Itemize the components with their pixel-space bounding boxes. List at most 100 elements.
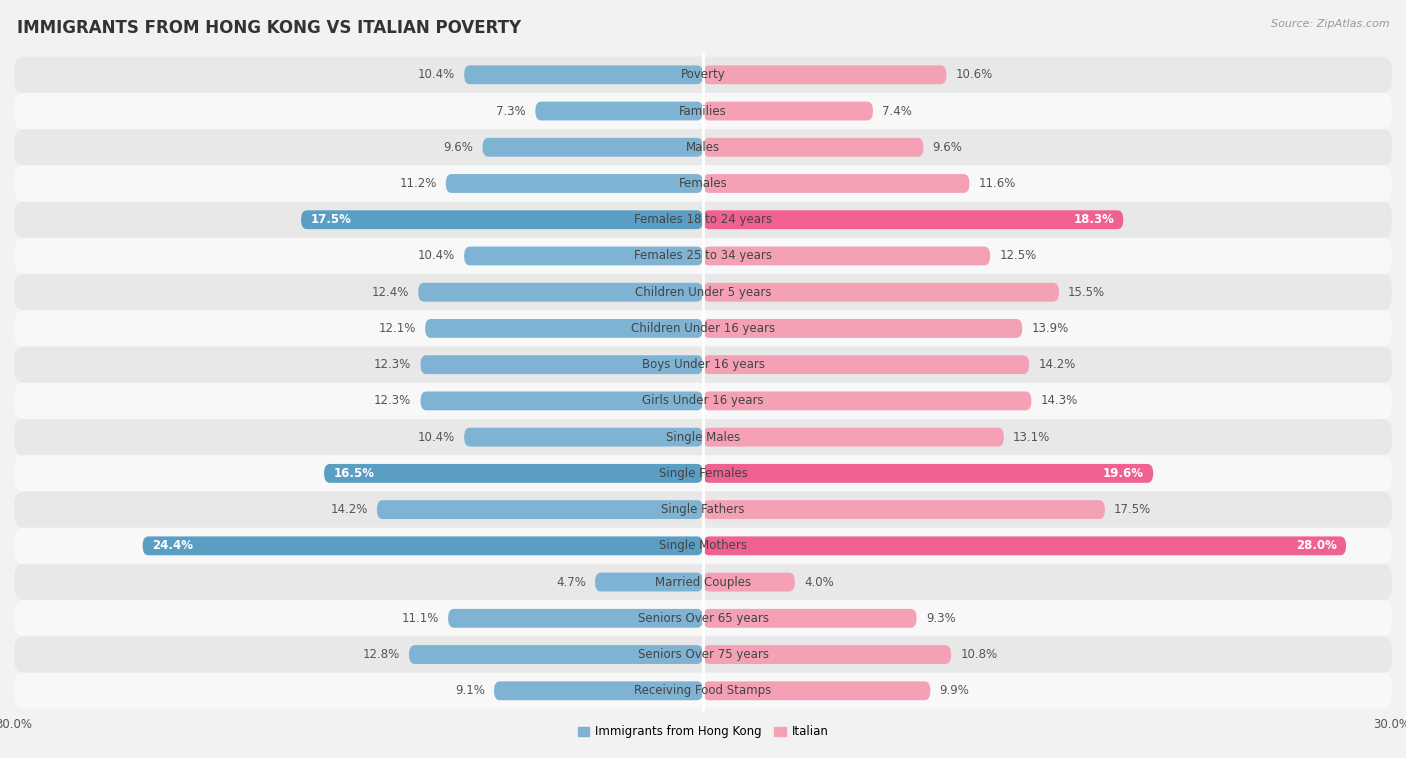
Text: Children Under 16 years: Children Under 16 years (631, 322, 775, 335)
FancyBboxPatch shape (14, 456, 1392, 491)
FancyBboxPatch shape (449, 609, 703, 628)
Text: 12.3%: 12.3% (374, 394, 412, 407)
Text: Receiving Food Stamps: Receiving Food Stamps (634, 684, 772, 697)
Text: 11.2%: 11.2% (399, 177, 437, 190)
Text: 12.1%: 12.1% (378, 322, 416, 335)
Text: 9.6%: 9.6% (443, 141, 474, 154)
Text: 12.3%: 12.3% (374, 359, 412, 371)
FancyBboxPatch shape (703, 572, 794, 591)
Text: Source: ZipAtlas.com: Source: ZipAtlas.com (1271, 19, 1389, 29)
Text: 10.4%: 10.4% (418, 249, 456, 262)
FancyBboxPatch shape (703, 174, 969, 193)
FancyBboxPatch shape (14, 202, 1392, 238)
FancyBboxPatch shape (703, 246, 990, 265)
Text: 9.9%: 9.9% (939, 684, 969, 697)
Text: 12.5%: 12.5% (1000, 249, 1036, 262)
Text: 4.7%: 4.7% (555, 575, 586, 588)
FancyBboxPatch shape (14, 129, 1392, 165)
FancyBboxPatch shape (703, 391, 1032, 410)
FancyBboxPatch shape (703, 283, 1059, 302)
Text: 10.8%: 10.8% (960, 648, 997, 661)
FancyBboxPatch shape (420, 356, 703, 374)
Text: Single Males: Single Males (666, 431, 740, 443)
Text: 13.1%: 13.1% (1012, 431, 1050, 443)
Text: 4.0%: 4.0% (804, 575, 834, 588)
Text: 14.3%: 14.3% (1040, 394, 1078, 407)
FancyBboxPatch shape (595, 572, 703, 591)
Text: Seniors Over 65 years: Seniors Over 65 years (637, 612, 769, 625)
Text: Males: Males (686, 141, 720, 154)
FancyBboxPatch shape (464, 246, 703, 265)
Text: 17.5%: 17.5% (311, 213, 352, 226)
FancyBboxPatch shape (703, 464, 1153, 483)
Text: 9.3%: 9.3% (925, 612, 956, 625)
Text: 14.2%: 14.2% (330, 503, 368, 516)
Text: 28.0%: 28.0% (1296, 540, 1337, 553)
FancyBboxPatch shape (14, 93, 1392, 129)
FancyBboxPatch shape (703, 537, 1346, 556)
FancyBboxPatch shape (14, 672, 1392, 709)
FancyBboxPatch shape (446, 174, 703, 193)
FancyBboxPatch shape (464, 65, 703, 84)
FancyBboxPatch shape (142, 537, 703, 556)
Text: Children Under 5 years: Children Under 5 years (634, 286, 772, 299)
FancyBboxPatch shape (14, 274, 1392, 310)
FancyBboxPatch shape (420, 391, 703, 410)
FancyBboxPatch shape (14, 600, 1392, 637)
Text: 15.5%: 15.5% (1069, 286, 1105, 299)
FancyBboxPatch shape (14, 165, 1392, 202)
FancyBboxPatch shape (14, 346, 1392, 383)
Text: 19.6%: 19.6% (1102, 467, 1144, 480)
Legend: Immigrants from Hong Kong, Italian: Immigrants from Hong Kong, Italian (572, 720, 834, 743)
FancyBboxPatch shape (409, 645, 703, 664)
Text: Married Couples: Married Couples (655, 575, 751, 588)
Text: Poverty: Poverty (681, 68, 725, 81)
FancyBboxPatch shape (14, 637, 1392, 672)
Text: 7.3%: 7.3% (496, 105, 526, 117)
FancyBboxPatch shape (14, 383, 1392, 419)
Text: Girls Under 16 years: Girls Under 16 years (643, 394, 763, 407)
FancyBboxPatch shape (494, 681, 703, 700)
Text: 10.6%: 10.6% (956, 68, 993, 81)
Text: 12.4%: 12.4% (371, 286, 409, 299)
Text: 10.4%: 10.4% (418, 431, 456, 443)
Text: 11.6%: 11.6% (979, 177, 1017, 190)
Text: 14.2%: 14.2% (1038, 359, 1076, 371)
FancyBboxPatch shape (703, 319, 1022, 338)
FancyBboxPatch shape (323, 464, 703, 483)
Text: 24.4%: 24.4% (152, 540, 193, 553)
FancyBboxPatch shape (703, 102, 873, 121)
FancyBboxPatch shape (14, 491, 1392, 528)
Text: Females 25 to 34 years: Females 25 to 34 years (634, 249, 772, 262)
Text: Boys Under 16 years: Boys Under 16 years (641, 359, 765, 371)
FancyBboxPatch shape (703, 500, 1105, 519)
FancyBboxPatch shape (14, 57, 1392, 93)
FancyBboxPatch shape (703, 609, 917, 628)
Text: 16.5%: 16.5% (333, 467, 374, 480)
Text: Single Fathers: Single Fathers (661, 503, 745, 516)
Text: 18.3%: 18.3% (1073, 213, 1114, 226)
FancyBboxPatch shape (703, 210, 1123, 229)
Text: 17.5%: 17.5% (1114, 503, 1152, 516)
Text: 9.1%: 9.1% (456, 684, 485, 697)
Text: 9.6%: 9.6% (932, 141, 963, 154)
Text: 7.4%: 7.4% (882, 105, 912, 117)
FancyBboxPatch shape (418, 283, 703, 302)
Text: Single Females: Single Females (658, 467, 748, 480)
FancyBboxPatch shape (703, 65, 946, 84)
Text: 11.1%: 11.1% (402, 612, 439, 625)
FancyBboxPatch shape (14, 528, 1392, 564)
Text: 12.8%: 12.8% (363, 648, 399, 661)
FancyBboxPatch shape (703, 428, 1004, 446)
Text: Single Mothers: Single Mothers (659, 540, 747, 553)
FancyBboxPatch shape (377, 500, 703, 519)
FancyBboxPatch shape (703, 681, 931, 700)
FancyBboxPatch shape (14, 238, 1392, 274)
Text: 10.4%: 10.4% (418, 68, 456, 81)
FancyBboxPatch shape (464, 428, 703, 446)
FancyBboxPatch shape (14, 564, 1392, 600)
FancyBboxPatch shape (425, 319, 703, 338)
FancyBboxPatch shape (703, 356, 1029, 374)
FancyBboxPatch shape (703, 645, 950, 664)
FancyBboxPatch shape (301, 210, 703, 229)
